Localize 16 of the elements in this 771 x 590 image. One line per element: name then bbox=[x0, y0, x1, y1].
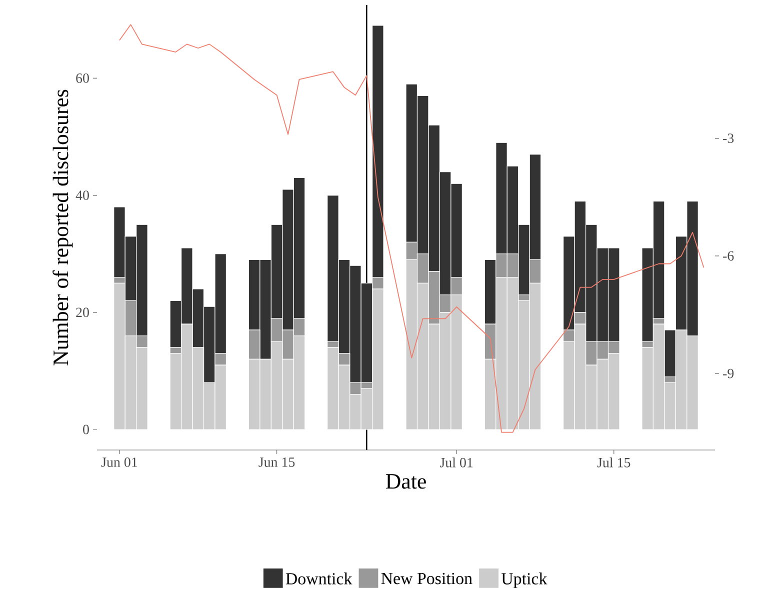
legend-label: New Position bbox=[381, 572, 472, 584]
y-axis-title: Number of reported disclosures bbox=[52, 90, 73, 366]
y2-tick-label: -3 bbox=[723, 133, 734, 143]
x-tick-label: Jul 01 bbox=[440, 457, 473, 468]
x-tick-label: Jun 01 bbox=[101, 457, 138, 467]
y2-tick-label: -9 bbox=[723, 368, 734, 378]
x-tick-label: Jun 15 bbox=[258, 457, 295, 467]
y-tick-label: 0 bbox=[83, 424, 89, 434]
legend-label: Downtick bbox=[286, 572, 352, 584]
x-tick-label: Jul 15 bbox=[597, 457, 630, 468]
y-tick-label: 40 bbox=[76, 190, 89, 200]
y-tick-label: 60 bbox=[76, 73, 89, 83]
legend-label: Uptick bbox=[501, 572, 548, 588]
x-axis-title: Date bbox=[386, 474, 426, 488]
y-tick-label: 20 bbox=[76, 307, 89, 317]
y2-tick-label: -6 bbox=[723, 250, 734, 260]
